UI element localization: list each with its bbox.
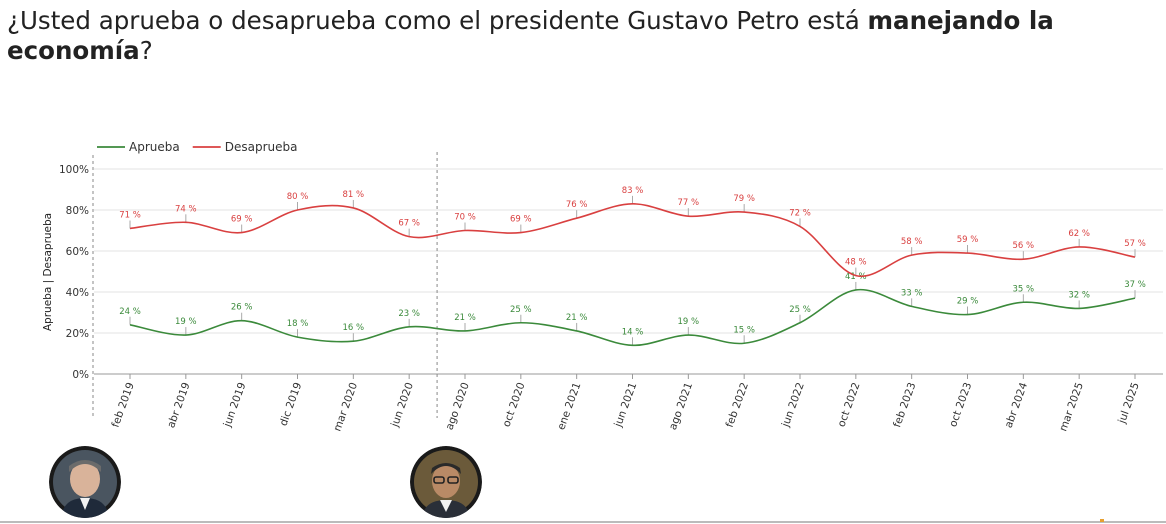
title-suffix: ? (139, 36, 153, 65)
x-tick-label: ene 2021 (555, 381, 583, 432)
x-tick-label: oct 2020 (501, 381, 528, 429)
desaprueba-data-label: 57 % (1124, 239, 1146, 249)
x-tick-label: abr 2024 (1003, 381, 1031, 430)
desaprueba-data-label: 81 % (343, 190, 365, 200)
desaprueba-data-label: 48 % (845, 258, 867, 268)
aprueba-data-label: 14 % (622, 327, 644, 337)
desaprueba-data-label: 67 % (398, 219, 420, 229)
avatar-petro (410, 446, 482, 518)
desaprueba-data-label: 80 % (287, 192, 309, 202)
title-bold: manejando la economía (7, 6, 1054, 65)
x-tick-label: oct 2022 (836, 381, 863, 429)
desaprueba-data-label: 72 % (789, 208, 811, 218)
portrait-duque-icon (49, 446, 121, 518)
x-tick-label: feb 2022 (724, 381, 751, 429)
x-tick-label: feb 2023 (891, 381, 918, 429)
aprueba-data-label: 37 % (1124, 280, 1146, 290)
desaprueba-data-label: 76 % (566, 200, 588, 210)
x-tick-label: oct 2023 (947, 381, 974, 429)
y-tick-label: 20% (66, 328, 89, 340)
portrait-petro-icon (410, 446, 482, 518)
x-tick-label: jun 2020 (389, 381, 416, 430)
desaprueba-data-label: 69 % (231, 215, 253, 225)
page-title: ¿Usted aprueba o desaprueba como el pres… (7, 6, 1157, 66)
avatar-duque (49, 446, 121, 518)
aprueba-data-label: 24 % (119, 307, 141, 317)
x-tick-label: dic 2019 (278, 381, 305, 428)
aprueba-data-label: 32 % (1068, 290, 1090, 300)
x-tick-label: jun 2021 (612, 381, 639, 430)
y-tick-label: 100% (59, 164, 89, 176)
desaprueba-data-label: 59 % (957, 235, 979, 245)
desaprueba-series-line (129, 203, 1136, 278)
aprueba-data-label: 35 % (1013, 284, 1035, 294)
desaprueba-data-label: 83 % (622, 186, 644, 196)
aprueba-data-label: 21 % (454, 313, 476, 323)
x-tick-label: ago 2021 (667, 381, 695, 432)
y-axis-label: Aprueba | Desaprueba (42, 213, 54, 331)
desaprueba-data-label: 79 % (733, 194, 755, 204)
x-tick-label: feb 2019 (110, 381, 137, 429)
legend-label-desaprueba: Desaprueba (225, 140, 298, 154)
aprueba-data-label: 25 % (789, 305, 811, 315)
desaprueba-data-label: 69 % (510, 215, 532, 225)
x-tick-label: jun 2019 (221, 381, 248, 430)
x-tick-label: mar 2025 (1057, 381, 1086, 433)
desaprueba-data-label: 62 % (1068, 229, 1090, 239)
x-tick-label: mar 2020 (331, 381, 360, 433)
desaprueba-data-label: 74 % (175, 204, 197, 214)
x-tick-label: ago 2020 (444, 381, 472, 432)
x-tick-label: jun 2022 (779, 381, 806, 430)
aprueba-data-label: 19 % (678, 317, 700, 327)
aprueba-data-label: 19 % (175, 317, 197, 327)
title-prefix: ¿Usted aprueba o desaprueba como el pres… (7, 6, 868, 35)
legend-label-aprueba: Aprueba (129, 140, 180, 154)
y-tick-label: 0% (72, 369, 89, 381)
aprueba-series-line (129, 288, 1136, 347)
aprueba-data-label: 29 % (957, 297, 979, 307)
aprueba-data-label: 15 % (733, 325, 755, 335)
desaprueba-data-label: 77 % (678, 198, 700, 208)
footer-divider (0, 521, 1166, 523)
desaprueba-data-label: 58 % (901, 237, 923, 247)
desaprueba-data-label: 71 % (119, 210, 141, 220)
aprueba-data-label: 23 % (398, 309, 420, 319)
desaprueba-data-label: 70 % (454, 213, 476, 223)
y-tick-label: 40% (66, 287, 89, 299)
desaprueba-data-label: 56 % (1013, 241, 1035, 251)
aprueba-data-label: 25 % (510, 305, 532, 315)
y-tick-label: 60% (66, 246, 89, 258)
aprueba-data-label: 21 % (566, 313, 588, 323)
aprueba-data-label: 41 % (845, 272, 867, 282)
aprueba-data-label: 33 % (901, 288, 923, 298)
x-tick-label: jul 2025 (1116, 381, 1142, 426)
footer-accent (1100, 519, 1104, 522)
y-tick-label: 80% (66, 205, 89, 217)
aprueba-data-label: 26 % (231, 303, 253, 313)
aprueba-data-label: 16 % (343, 323, 365, 333)
x-tick-label: abr 2019 (165, 381, 193, 430)
aprueba-data-label: 18 % (287, 319, 309, 329)
